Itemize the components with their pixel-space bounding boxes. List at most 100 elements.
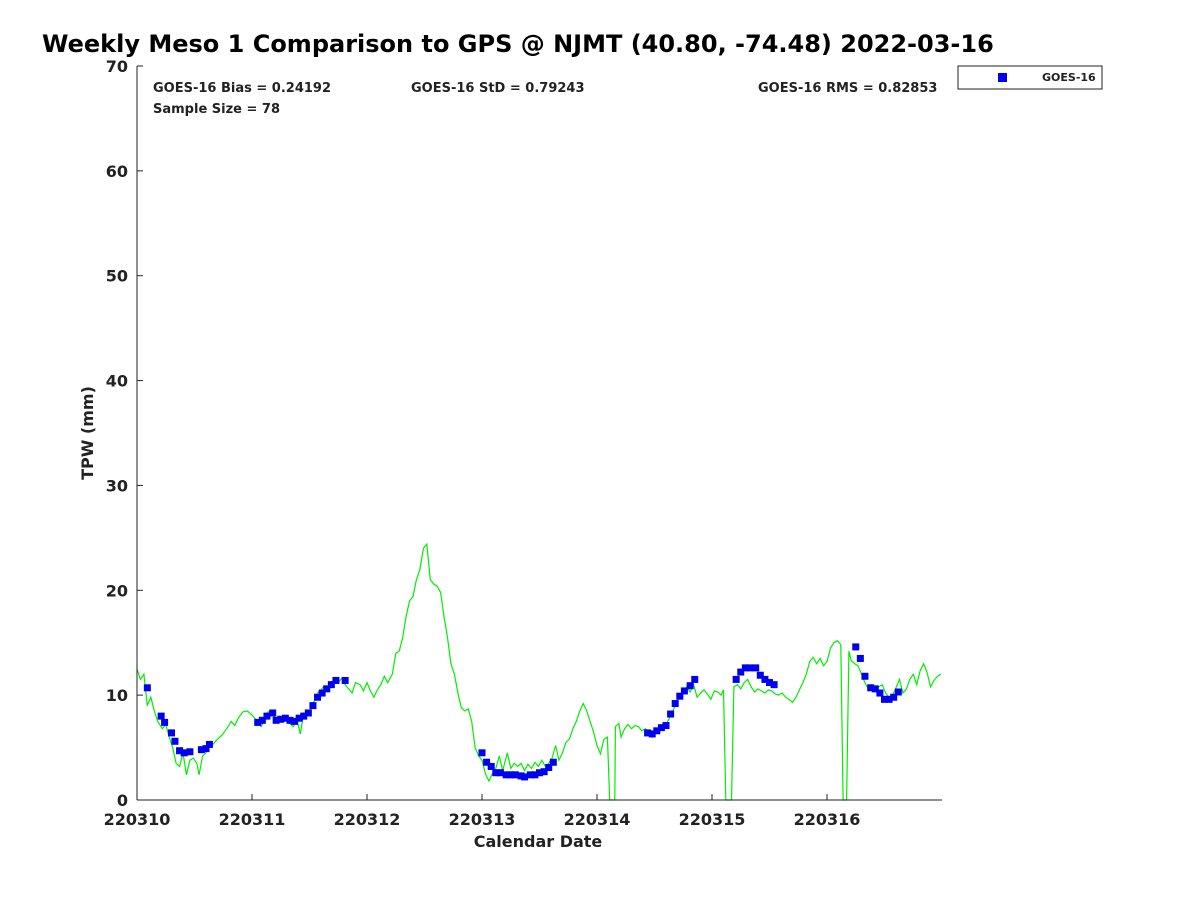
goes16-point-10 — [205, 740, 213, 748]
goes16-point-49 — [657, 724, 665, 732]
goes16-point-55 — [686, 682, 694, 690]
goes16-point-71 — [876, 689, 884, 697]
goes16-point-30 — [478, 749, 486, 757]
goes16-point-29 — [341, 676, 349, 684]
goes16-point-57 — [732, 675, 740, 683]
goes16-point-18 — [286, 716, 294, 724]
goes16-point-60 — [746, 664, 754, 672]
goes16-point-70 — [871, 685, 879, 693]
goes16-point-25 — [318, 689, 326, 697]
legend-box — [957, 65, 1103, 90]
goes16-point-22 — [304, 709, 312, 717]
goes16-point-45 — [549, 758, 557, 766]
y-tick-label-30: 30 — [106, 476, 128, 495]
x-tick-label-220314: 220314 — [564, 810, 631, 829]
goes16-point-40 — [526, 771, 534, 779]
x-tick-label-220311: 220311 — [219, 810, 286, 829]
goes16-point-51 — [667, 710, 675, 718]
y-tick-label-10: 10 — [106, 686, 128, 705]
goes16-point-33 — [492, 769, 500, 777]
goes16-point-64 — [766, 679, 773, 687]
goes16-point-13 — [263, 712, 271, 720]
x-tick-label-220315: 220315 — [679, 810, 746, 829]
y-tick-label-20: 20 — [106, 581, 128, 600]
goes16-point-15 — [272, 716, 280, 724]
x-ticks: 220310 220311 220312 220313 220314 220315 2203… — [104, 794, 861, 829]
goes16-point-23 — [309, 702, 317, 710]
goes16-point-37 — [511, 771, 519, 779]
gps-series-line — [136, 542, 942, 801]
goes16-point-46 — [644, 729, 652, 737]
goes16-series-layer — [143, 643, 902, 781]
goes16-point-6 — [180, 749, 188, 757]
goes16-point-43 — [540, 768, 548, 776]
goes16-point-36 — [507, 771, 515, 779]
goes16-point-66 — [852, 643, 860, 651]
x-tick-label-220310: 220310 — [104, 810, 171, 829]
goes16-point-11 — [254, 718, 262, 726]
goes16-point-67 — [856, 654, 864, 662]
legend-marker-goes16 — [998, 73, 1007, 82]
goes16-point-9 — [202, 745, 210, 753]
goes16-point-4 — [171, 737, 179, 745]
stat-sample-size: Sample Size = 78 — [153, 102, 280, 117]
goes16-point-7 — [186, 748, 194, 756]
goes16-point-1 — [157, 712, 165, 720]
goes16-point-42 — [536, 769, 543, 777]
stat-std: GOES-16 StD = 0.79243 — [411, 81, 585, 96]
goes16-point-58 — [737, 668, 745, 676]
x-tick-label-220312: 220312 — [334, 810, 401, 829]
goes16-point-35 — [502, 771, 510, 779]
goes16-point-47 — [648, 730, 656, 738]
goes16-point-54 — [680, 687, 688, 695]
goes16-point-19 — [291, 717, 299, 725]
goes16-point-69 — [867, 684, 875, 692]
goes16-point-73 — [885, 695, 893, 703]
goes16-point-34 — [496, 769, 504, 777]
goes16-point-39 — [521, 773, 529, 781]
goes16-point-27 — [327, 681, 335, 689]
y-tick-label-50: 50 — [106, 267, 128, 286]
goes16-point-16 — [277, 715, 285, 723]
goes16-point-21 — [300, 712, 308, 720]
goes16-point-44 — [545, 763, 553, 771]
goes16-point-12 — [258, 716, 266, 724]
y-axis-label: TPW (mm) — [78, 386, 97, 480]
y-tick-label-40: 40 — [106, 372, 128, 391]
goes16-point-65 — [770, 681, 778, 689]
goes16-point-75 — [894, 688, 902, 696]
x-tick-label-220313: 220313 — [449, 810, 516, 829]
goes16-point-20 — [295, 714, 303, 722]
axes — [136, 66, 942, 801]
goes16-point-59 — [741, 664, 749, 672]
stat-rms: GOES-16 RMS = 0.82853 — [758, 81, 937, 96]
goes16-point-32 — [487, 762, 495, 770]
goes16-point-48 — [653, 727, 661, 735]
chart-title: Weekly Meso 1 Comparison to GPS @ NJMT (… — [42, 30, 994, 58]
goes16-point-28 — [332, 676, 340, 684]
goes16-point-56 — [691, 675, 699, 683]
goes16-point-31 — [483, 758, 491, 766]
goes16-point-74 — [890, 693, 898, 701]
goes16-point-68 — [861, 672, 869, 680]
y-ticks: 0 10 20 30 40 50 60 70 — [106, 57, 143, 810]
goes16-point-41 — [531, 771, 539, 779]
goes16-point-17 — [281, 714, 289, 722]
goes16-point-61 — [752, 664, 760, 672]
goes16-point-0 — [143, 684, 151, 692]
goes16-point-2 — [161, 718, 169, 726]
goes16-point-8 — [197, 746, 205, 754]
y-tick-label-70: 70 — [106, 57, 128, 76]
goes16-point-14 — [269, 709, 277, 717]
goes16-point-52 — [671, 700, 679, 708]
legend-label-goes16: GOES-16 — [1042, 71, 1096, 84]
y-tick-label-60: 60 — [106, 162, 128, 181]
goes16-point-24 — [314, 693, 322, 701]
goes16-point-62 — [756, 671, 764, 679]
stat-bias: GOES-16 Bias = 0.24192 — [153, 81, 331, 96]
x-axis-label: Calendar Date — [474, 832, 603, 851]
goes16-point-72 — [881, 695, 888, 703]
goes16-point-50 — [662, 722, 670, 730]
x-tick-label-220316: 220316 — [794, 810, 861, 829]
